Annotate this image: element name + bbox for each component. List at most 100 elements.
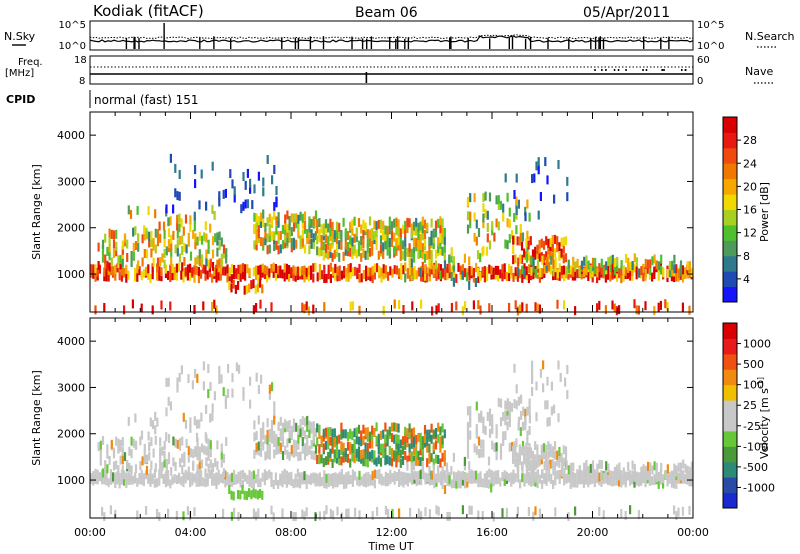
echo-cell: [624, 475, 628, 485]
echo-cell: [605, 261, 608, 271]
echo-cell: [115, 241, 118, 251]
echo-cell: [366, 243, 369, 253]
echo-cell: [186, 506, 189, 516]
echo-cell: [158, 221, 161, 231]
echo-cell: [250, 490, 253, 500]
echo-cell: [377, 219, 380, 229]
echo-cell: [666, 477, 669, 487]
echo-cell: [362, 449, 365, 459]
echo-cell: [550, 381, 553, 391]
echo-cell: [94, 468, 97, 478]
echo-cell: [430, 260, 433, 270]
echo-cell: [633, 253, 636, 263]
echo-cell: [479, 305, 482, 315]
echo-cell: [622, 265, 625, 275]
echo-cell: [375, 241, 378, 250]
echo-cell: [152, 448, 155, 458]
echo-cell: [159, 447, 162, 457]
echo-cell: [355, 435, 358, 445]
echo-cell: [558, 251, 561, 261]
echo-cell: [327, 240, 330, 250]
colorbar-swatch: [723, 132, 737, 149]
echo-cell: [686, 261, 689, 271]
echo-cell: [260, 374, 263, 384]
echo-cell: [633, 463, 636, 473]
echo-cell: [368, 229, 372, 239]
echo-cell: [539, 192, 542, 201]
echo-cell: [340, 240, 343, 250]
echo-cell: [439, 270, 442, 280]
echo-cell: [217, 469, 220, 479]
echo-cell: [205, 457, 208, 467]
echo-cell: [360, 224, 363, 234]
echo-cell: [167, 470, 170, 480]
echo-cell: [97, 242, 100, 252]
echo-cell: [681, 506, 684, 516]
echo-cell: [553, 450, 557, 460]
echo-cell: [114, 271, 117, 281]
echo-cell: [441, 435, 444, 445]
echo-cell: [483, 478, 486, 488]
y-tick-label: 4000: [57, 335, 85, 348]
echo-cell: [288, 472, 291, 482]
echo-cell: [268, 223, 271, 233]
echo-cell: [115, 247, 118, 257]
echo-cell: [156, 257, 160, 267]
echo-cell: [117, 444, 120, 454]
echo-cell: [167, 217, 170, 227]
echo-cell: [378, 469, 381, 478]
echo-cell: [435, 473, 438, 483]
echo-cell: [569, 265, 572, 275]
echo-cell: [477, 478, 480, 488]
echo-cell: [528, 414, 531, 424]
echo-cell: [514, 254, 517, 264]
echo-cell: [314, 210, 318, 220]
echo-cell: [406, 455, 409, 465]
echo-cell: [310, 265, 313, 275]
echo-cell: [259, 489, 262, 498]
echo-cell: [314, 512, 317, 522]
echo-cell: [175, 475, 178, 485]
echo-cell: [404, 237, 407, 247]
y-tick-label: 1000: [57, 474, 85, 487]
echo-cell: [490, 477, 493, 487]
echo-cell: [259, 237, 263, 246]
echo-cell: [333, 249, 336, 259]
echo-cell: [109, 469, 112, 479]
echo-cell: [103, 267, 106, 277]
echo-cell: [194, 233, 197, 243]
echo-cell: [391, 473, 394, 483]
echo-cell: [510, 230, 514, 239]
echo-cell: [303, 430, 307, 440]
echo-cell: [121, 245, 124, 255]
echo-cell: [324, 456, 328, 466]
echo-cell: [395, 423, 398, 432]
echo-cell: [123, 267, 126, 277]
echo-cell: [501, 508, 504, 518]
echo-cell: [550, 255, 553, 265]
echo-cell: [602, 473, 606, 482]
echo-cell: [480, 448, 483, 458]
echo-cell: [324, 249, 328, 259]
echo-cell: [140, 271, 143, 281]
echo-cell: [360, 241, 363, 251]
echo-cell: [587, 465, 590, 475]
nave-right-tick-bottom: 0: [697, 76, 703, 87]
echo-cell: [538, 239, 541, 249]
echo-cell: [176, 439, 179, 449]
echo-cell: [484, 426, 487, 435]
echo-cell: [266, 418, 269, 428]
echo-cell: [173, 474, 176, 483]
echo-cell: [296, 468, 299, 478]
echo-cell: [266, 273, 269, 283]
echo-cell: [226, 264, 229, 274]
echo-cell: [517, 199, 520, 209]
echo-cell: [358, 263, 361, 273]
echo-cell: [488, 264, 491, 274]
echo-cell: [411, 301, 414, 311]
echo-cell: [483, 473, 486, 483]
echo-cell: [327, 264, 330, 274]
echo-cell: [196, 437, 199, 447]
echo-cell: [163, 248, 166, 258]
echo-cell: [399, 228, 402, 238]
